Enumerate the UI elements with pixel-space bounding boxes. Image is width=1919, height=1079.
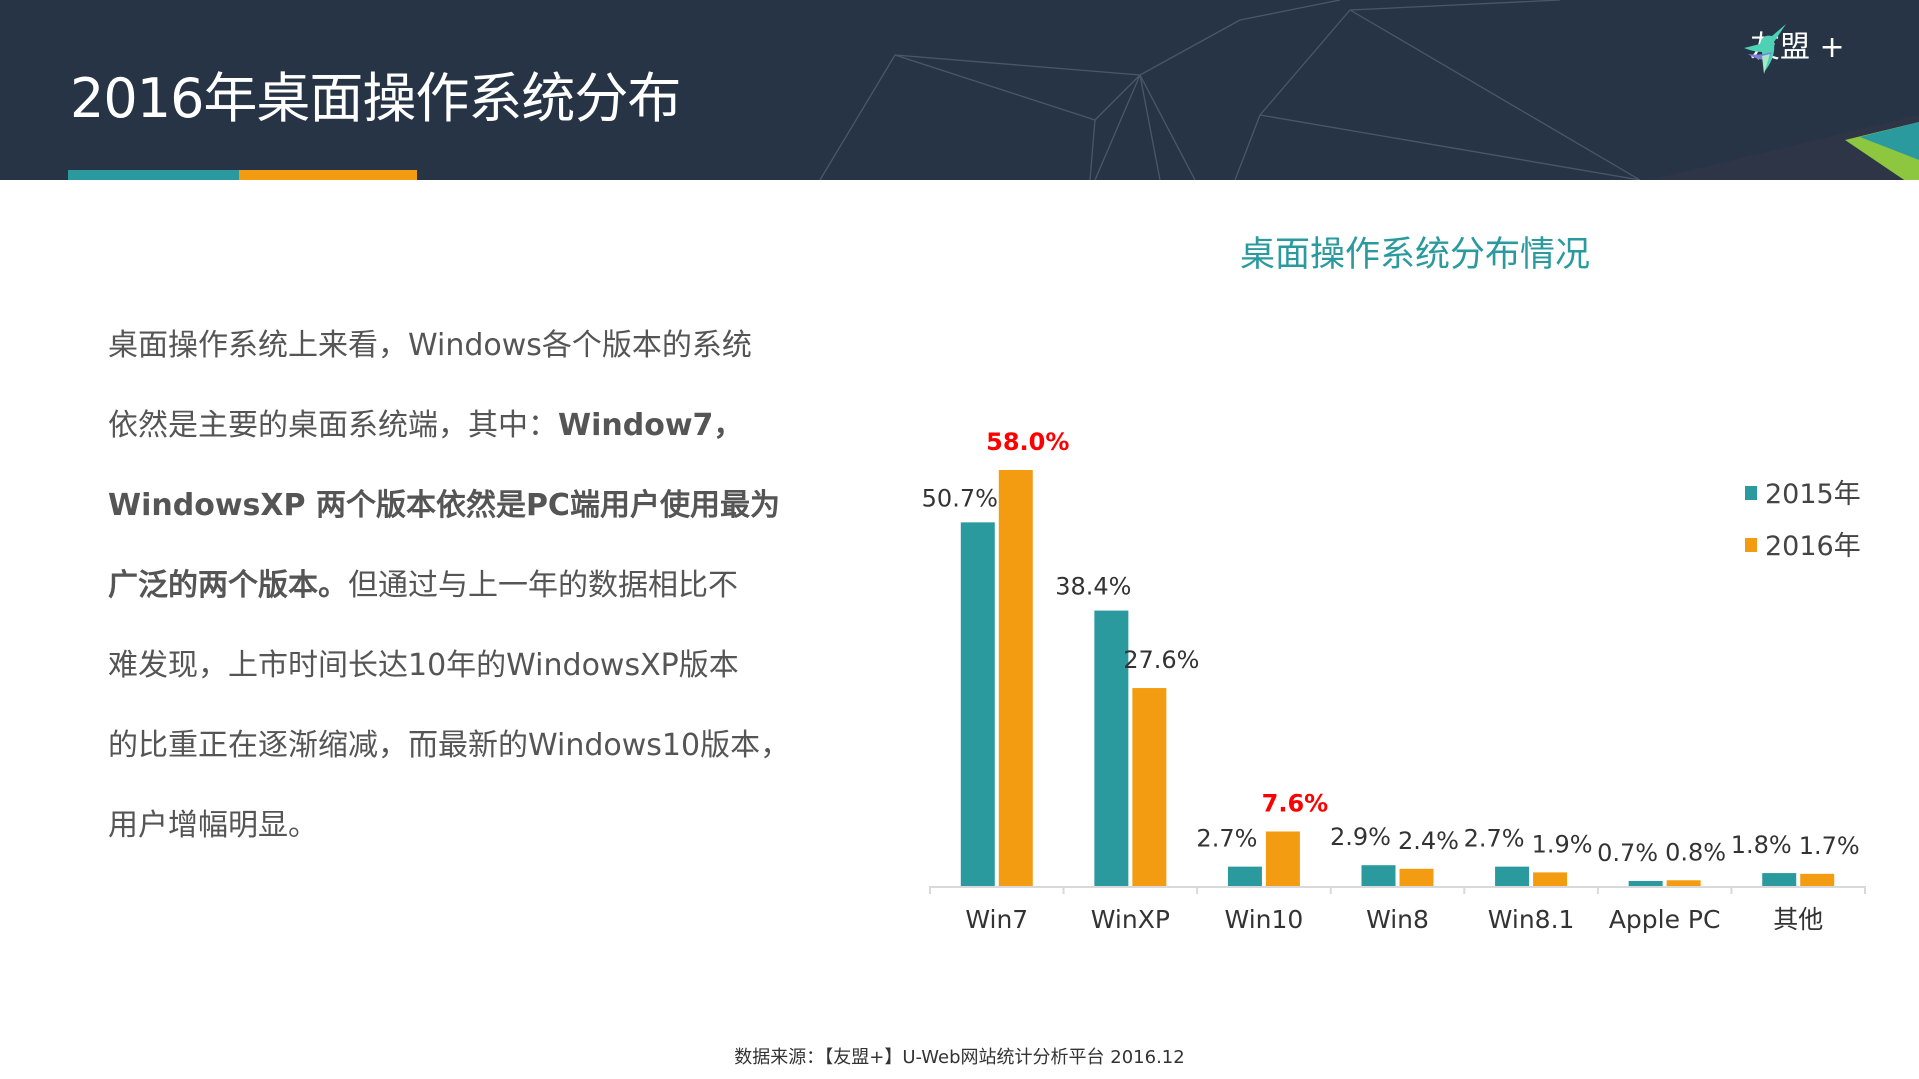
legend-swatch-2016 — [1745, 538, 1757, 552]
title-underline-orange — [239, 170, 417, 180]
bar-2016 — [1533, 872, 1568, 886]
x-tick-label: Win10 — [1225, 905, 1304, 934]
bar-2015 — [1361, 865, 1396, 886]
header-decoration — [819, 0, 1919, 180]
description-paragraph: 桌面操作系统上来看，Windows各个版本的系统 依然是主要的桌面系统端，其中：W… — [108, 322, 790, 882]
bar-2015 — [1628, 880, 1663, 886]
data-label: 1.7% — [1799, 832, 1860, 860]
bar-2015 — [960, 522, 995, 886]
bar-2016 — [998, 470, 1033, 886]
legend-label: 2016年 — [1765, 531, 1861, 562]
text-segment: 难发现，上市时间长达10年的WindowsXP版本 — [108, 648, 739, 683]
data-label: 38.4% — [1055, 573, 1131, 601]
x-tick-label: Win7 — [965, 905, 1028, 934]
text-line: 桌面操作系统上来看，Windows各个版本的系统 — [108, 322, 790, 402]
bar-2015 — [1227, 866, 1262, 886]
data-source-footer: 数据来源：【友盟+】U-Web网站统计分析平台 2016.12 — [734, 1047, 1185, 1068]
data-label: 7.6% — [1262, 789, 1329, 817]
text-line: 广泛的两个版本。但通过与上一年的数据相比不 — [108, 562, 790, 642]
title-underline-teal — [68, 170, 239, 180]
bar-2016 — [1265, 831, 1300, 886]
data-label: 1.8% — [1731, 831, 1792, 859]
bar-2015 — [1094, 610, 1129, 886]
bar-2016 — [1399, 868, 1434, 886]
x-tick-label: 其他 — [1773, 905, 1823, 934]
umeng-logo: 友盟 + — [1742, 22, 1845, 74]
text-line: 难发现，上市时间长达10年的WindowsXP版本 — [108, 642, 790, 722]
legend-swatch-2015 — [1745, 486, 1757, 500]
data-label: 27.6% — [1123, 646, 1199, 674]
bar-2015 — [1762, 873, 1797, 886]
bold-text-segment: Window7， — [558, 408, 744, 443]
text-line: 的比重正在逐渐缩减，而最新的Windows10版本， — [108, 722, 790, 802]
page-title: 2016年桌面操作系统分布 — [70, 67, 681, 130]
text-line: 依然是主要的桌面系统端，其中：Window7， — [108, 402, 790, 482]
chart-title: 桌面操作系统分布情况 — [1239, 235, 1590, 275]
bar-2016 — [1132, 688, 1167, 886]
bold-text-segment: 广泛的两个版本。 — [108, 568, 348, 603]
text-segment: 用户增幅明显。 — [108, 808, 318, 843]
text-segment: 桌面操作系统上来看，Windows各个版本的系统 — [108, 328, 752, 363]
hummingbird-logo-icon — [1744, 24, 1786, 74]
data-label: 2.4% — [1398, 827, 1459, 855]
header-banner: 2016年桌面操作系统分布 友盟 + — [0, 0, 1919, 180]
bar-2016 — [1666, 880, 1701, 886]
text-line: WindowsXP 两个版本依然是PC端用户使用最为 — [108, 482, 790, 562]
bold-text-segment: WindowsXP 两个版本依然是PC端用户使用最为 — [108, 488, 780, 523]
x-tick-label: Apple PC — [1609, 905, 1721, 934]
bar-2016 — [1800, 873, 1835, 886]
text-segment: 依然是主要的桌面系统端，其中： — [108, 408, 558, 443]
text-line: 用户增幅明显。 — [108, 802, 790, 882]
x-tick-label: WinXP — [1091, 905, 1170, 934]
data-label: 58.0% — [986, 428, 1069, 456]
data-label: 0.8% — [1665, 838, 1726, 866]
data-label: 2.7% — [1464, 825, 1525, 853]
data-label: 0.7% — [1597, 839, 1658, 867]
x-tick-label: Win8 — [1366, 905, 1429, 934]
data-label: 2.9% — [1330, 823, 1391, 851]
text-segment: 的比重正在逐渐缩减，而最新的Windows10版本， — [108, 728, 791, 763]
data-label: 1.9% — [1532, 830, 1593, 858]
legend-label: 2015年 — [1765, 479, 1861, 510]
data-label: 2.7% — [1196, 825, 1257, 853]
bar-2015 — [1495, 866, 1530, 886]
text-segment: 但通过与上一年的数据相比不 — [348, 568, 738, 603]
x-tick-label: Win8.1 — [1488, 905, 1575, 934]
data-label: 50.7% — [922, 484, 998, 512]
